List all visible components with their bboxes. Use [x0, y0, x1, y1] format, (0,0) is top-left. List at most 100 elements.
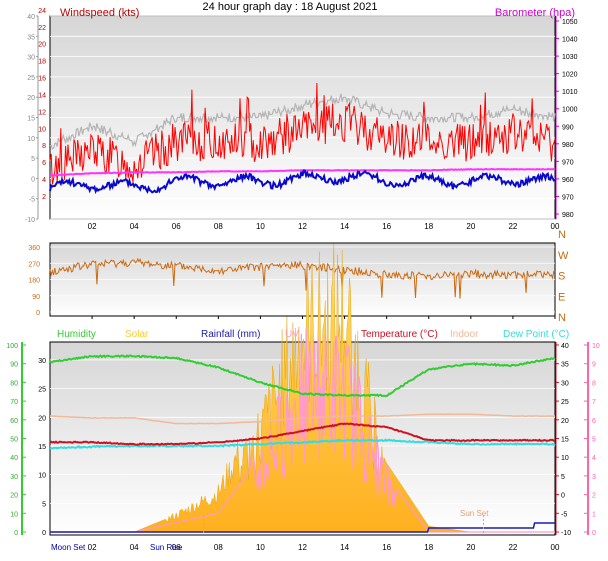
indoor-line [49, 413, 556, 425]
sun-rise-label: Sun Rise [150, 543, 183, 552]
tick-label: 6 [42, 160, 46, 167]
uv-axis: 0 1 2 3 4 5 6 7 8 9 10 [584, 342, 600, 537]
tick-label: 25 [38, 387, 46, 394]
tick-label: 90 [10, 362, 18, 369]
sun-set-label: Sun Set [460, 509, 489, 518]
temperature-axis: -10 -5 0 5 10 15 20 25 30 35 40 [555, 342, 571, 537]
x-tick-label: 18 [424, 222, 433, 231]
x-tick-label: 14 [340, 222, 349, 231]
direction-x-axis [91, 316, 556, 319]
tick-label: 20 [561, 418, 569, 425]
tick-label: 35 [561, 362, 569, 369]
tick-label: 40 [561, 343, 569, 350]
tick-label: 1050 [562, 19, 578, 26]
tick-label: 10 [561, 455, 569, 462]
tick-label: 5 [592, 437, 596, 444]
x-tick-label: 20 [466, 543, 475, 552]
tick-label: 20 [38, 415, 46, 422]
tick-label: 3 [592, 474, 596, 481]
tick-label: 20 [27, 95, 35, 102]
tick-label: 30 [10, 474, 18, 481]
tick-label: 8 [42, 143, 46, 150]
x-tick-label: 12 [298, 222, 307, 231]
tick-label: 1000 [562, 107, 578, 114]
tick-label: 30 [38, 358, 46, 365]
tick-label: 0 [36, 310, 40, 317]
tick-label: 25 [27, 75, 35, 82]
tick-label: 990 [562, 124, 574, 131]
tick-label: 5 [561, 474, 565, 481]
humidity-line [49, 354, 556, 398]
climate-x-axis: 02 04 06 08 10 12 14 16 18 20 22 00 [88, 543, 560, 552]
tick-label: 40 [10, 455, 18, 462]
legend-label: Rainfall (mm) [201, 329, 260, 340]
tick-label: 1010 [562, 89, 578, 96]
tick-label: 270 [28, 261, 40, 268]
tick-label: 18 [38, 59, 46, 66]
compass-label: N [558, 312, 566, 324]
tick-label: 15 [561, 437, 569, 444]
tick-label: 1030 [562, 54, 578, 61]
gust-line [49, 93, 556, 150]
dewpoint-line [49, 438, 556, 450]
tick-label: 1040 [562, 37, 578, 44]
tick-label: 970 [562, 194, 574, 201]
legend-label: Indoor [450, 329, 479, 340]
tick-label: 15 [38, 444, 46, 451]
tick-label: 35 [27, 34, 35, 41]
x-tick-label: 04 [130, 543, 139, 552]
tick-label: 8 [592, 380, 596, 387]
x-tick-label: 08 [214, 543, 223, 552]
legend-label: Solar [125, 329, 149, 340]
tick-label: 0 [42, 530, 46, 537]
barometer-axis-label: Barometer (hpa) [495, 7, 575, 19]
windspeed-axis-label: Windspeed (kts) [60, 7, 139, 19]
compass-label: N [558, 229, 566, 241]
x-tick-label: 00 [551, 543, 560, 552]
tick-label: 180 [28, 278, 40, 285]
tick-label: 15 [27, 116, 35, 123]
windspeed-line [49, 82, 556, 185]
x-tick-label: 18 [424, 543, 433, 552]
climate-series [49, 243, 556, 535]
tick-label: -10 [561, 530, 571, 537]
tick-label: 10 [592, 343, 600, 350]
tick-label: 80 [10, 380, 18, 387]
climate-inner-axis: 0 5 10 15 20 25 30 [38, 358, 46, 537]
humidity-axis: 0 10 20 30 40 50 60 70 80 90 100 [6, 342, 26, 537]
tick-label: 70 [10, 399, 18, 406]
direction-line [49, 257, 556, 299]
legend-label: Humidity [57, 329, 96, 340]
legend-label: UV [285, 329, 299, 340]
tick-label: 960 [562, 177, 574, 184]
tick-label: 0 [561, 493, 565, 500]
x-tick-label: 10 [256, 222, 265, 231]
tick-label: 30 [27, 55, 35, 62]
climate-legend: Humidity Solar Rainfall (mm) UV Temperature … [57, 329, 569, 340]
x-tick-label: 16 [382, 222, 391, 231]
tick-label: 22 [38, 25, 46, 32]
x-tick-label: 22 [508, 222, 517, 231]
wind-low-line [49, 169, 556, 195]
tick-label: 90 [32, 294, 40, 301]
tick-label: 25 [561, 399, 569, 406]
direction-gridlines [50, 246, 555, 313]
tick-label: 24 [38, 8, 46, 15]
chart-title: 24 hour graph day : 18 August 2021 [203, 1, 378, 13]
tick-label: 7 [592, 399, 596, 406]
x-tick-label: 00 [551, 222, 560, 231]
wind-series [49, 82, 556, 195]
wind-x-axis: 02 04 06 08 10 12 14 16 18 20 22 00 [88, 222, 560, 231]
tick-label: 5 [31, 156, 35, 163]
compass-label: W [558, 250, 569, 262]
tick-label: 980 [562, 142, 574, 149]
x-tick-label: 14 [340, 543, 349, 552]
tick-label: 50 [10, 437, 18, 444]
x-tick-label: 06 [172, 543, 181, 552]
tick-label: 20 [10, 493, 18, 500]
tick-label: 10 [38, 473, 46, 480]
